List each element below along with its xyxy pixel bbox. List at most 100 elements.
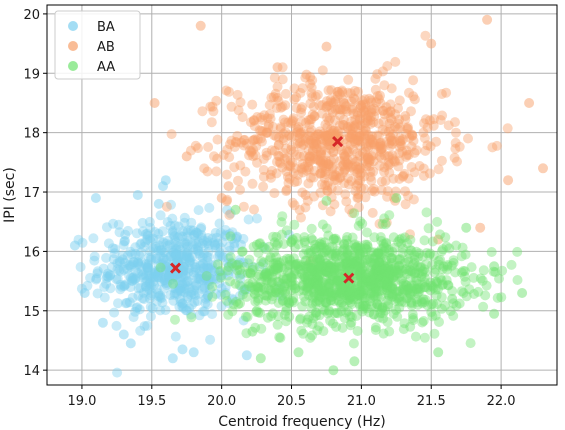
data-point-ab <box>258 165 269 175</box>
data-point-aa <box>329 288 340 299</box>
data-point-aa <box>310 268 321 279</box>
data-point-aa <box>382 317 393 327</box>
data-point-aa <box>300 255 311 266</box>
data-point-ab <box>346 132 357 143</box>
data-point-ba <box>133 283 144 294</box>
data-point-ab <box>330 174 340 185</box>
data-point-aa <box>306 284 317 295</box>
data-point-aa <box>374 301 385 312</box>
data-point-ab <box>304 151 315 162</box>
legend-label-aa: AA <box>97 60 115 75</box>
data-point-aa <box>389 242 400 253</box>
data-point-ba <box>193 246 204 257</box>
data-point-ab <box>261 150 272 161</box>
plot-frame <box>46 4 558 386</box>
data-point-ab <box>271 103 282 113</box>
data-point-ab <box>332 103 343 114</box>
data-point-aa <box>339 239 350 250</box>
data-point-aa <box>256 256 267 267</box>
data-point-aa <box>231 296 242 307</box>
data-point-aa <box>440 300 450 311</box>
data-point-ab <box>328 125 338 136</box>
data-point-aa <box>340 285 351 296</box>
data-point-ba <box>175 285 186 296</box>
data-point-aa <box>379 213 390 224</box>
data-point-aa <box>320 297 331 307</box>
data-point-aa <box>286 237 297 248</box>
data-point-aa <box>356 272 367 282</box>
data-point-aa <box>396 296 407 307</box>
data-point-aa <box>354 298 365 309</box>
data-point-aa <box>381 285 392 296</box>
data-point-aa <box>352 287 363 298</box>
data-point-ba <box>150 227 160 237</box>
data-point-aa <box>392 254 403 265</box>
data-point-aa <box>353 249 364 259</box>
data-point-ab <box>321 102 332 113</box>
data-point-ba <box>214 250 225 261</box>
data-point-aa <box>314 310 325 321</box>
data-point-ab <box>181 151 192 162</box>
data-point-aa <box>312 268 323 279</box>
data-point-ba <box>182 293 193 304</box>
data-point-aa <box>302 283 313 294</box>
data-point-ba <box>114 227 125 238</box>
data-point-ba <box>157 226 168 237</box>
data-point-ba <box>153 272 164 283</box>
data-point-ab <box>354 131 365 142</box>
data-point-aa <box>286 272 296 282</box>
data-point-aa <box>337 283 348 294</box>
data-point-ab <box>280 127 291 137</box>
data-point-ab <box>317 108 327 119</box>
data-point-ab <box>359 129 370 140</box>
data-point-ba <box>238 233 249 244</box>
data-point-ba <box>150 267 161 278</box>
data-point-ab <box>330 94 341 105</box>
data-point-ba <box>143 261 154 272</box>
data-point-ba <box>156 259 167 270</box>
data-point-ab <box>197 106 208 117</box>
data-point-aa <box>410 272 421 283</box>
data-point-aa <box>329 268 340 279</box>
data-point-ba <box>138 287 149 298</box>
data-point-aa <box>261 290 272 301</box>
data-point-aa <box>225 252 236 262</box>
data-point-ba <box>145 246 156 256</box>
data-point-ab <box>361 112 372 123</box>
data-point-ba <box>190 290 201 301</box>
data-point-aa <box>328 264 339 275</box>
data-point-aa <box>308 262 318 273</box>
data-point-ab <box>322 185 333 196</box>
data-point-ba <box>104 270 115 281</box>
data-point-aa <box>335 287 346 298</box>
data-point-ab <box>491 140 502 151</box>
data-point-ab <box>297 158 308 169</box>
data-point-aa <box>256 276 267 287</box>
data-point-aa <box>426 307 437 318</box>
data-point-ab <box>247 99 258 110</box>
data-point-aa <box>382 262 393 273</box>
data-point-ab <box>322 130 333 141</box>
data-point-ab <box>327 107 338 118</box>
data-point-ab <box>487 142 498 153</box>
data-point-ab <box>288 146 299 157</box>
data-point-ba <box>182 247 193 257</box>
data-point-aa <box>299 291 309 302</box>
data-point-aa <box>307 278 318 289</box>
data-point-ab <box>272 156 282 167</box>
data-point-ba <box>189 230 200 240</box>
data-point-ab <box>365 154 376 165</box>
data-point-ba <box>194 248 205 259</box>
data-point-aa <box>339 285 350 296</box>
data-point-ab <box>376 185 387 195</box>
data-point-aa <box>419 332 430 343</box>
data-point-aa <box>260 269 271 280</box>
data-point-aa <box>411 275 422 286</box>
data-point-ab <box>342 154 353 165</box>
data-point-ab <box>371 97 382 108</box>
data-point-aa <box>374 261 385 271</box>
data-point-aa <box>346 317 357 328</box>
data-point-aa <box>311 296 322 307</box>
data-point-aa <box>375 274 386 285</box>
data-point-ab <box>327 163 338 174</box>
